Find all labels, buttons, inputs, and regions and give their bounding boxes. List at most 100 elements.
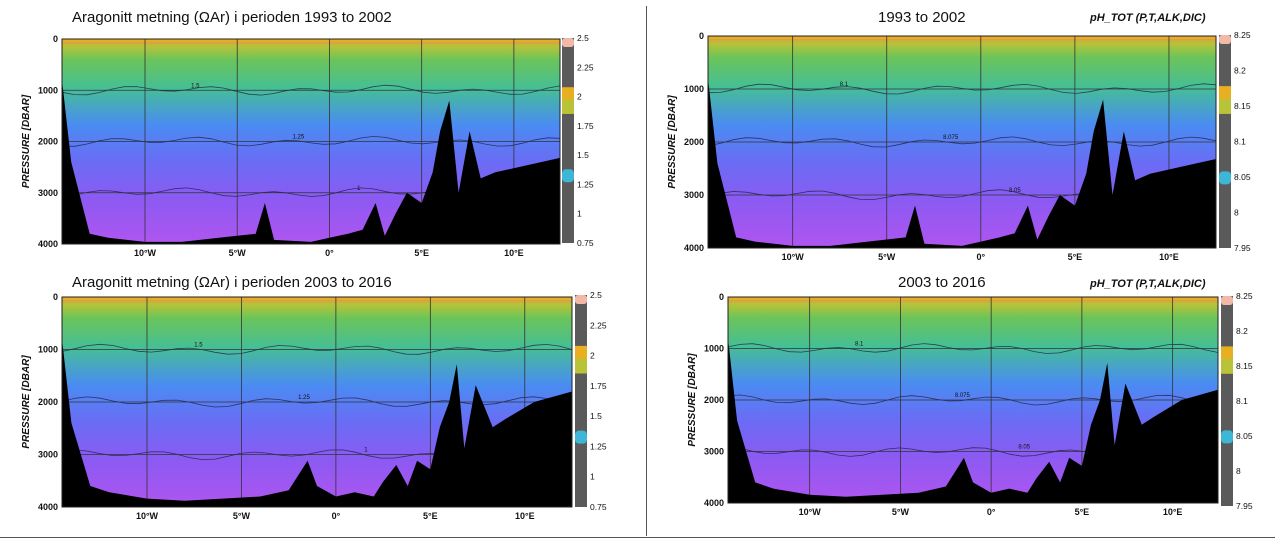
y-axis-label: PRESSURE [DBAR] [21,94,32,188]
x-tick-label: 5°W [892,507,910,517]
y-axis-label: PRESSURE [DBAR] [687,353,698,447]
x-tick-label: 10°W [136,511,159,521]
seabed-bathymetry [728,338,1218,503]
colorbar-swatch-cyan [1221,430,1233,444]
contour-label: 1 [364,448,368,454]
x-tick-label: 10°W [134,248,157,258]
colorbar-tick-label: 0.75 [590,502,607,512]
x-tick-label: 5°E [1068,252,1083,262]
colorbar-tick-label: 1.25 [577,179,594,189]
colorbar-swatch-cyan [1219,171,1231,185]
colorbar-tick-label: 8.15 [1234,101,1251,111]
y-tick-label: 3000 [684,190,704,200]
y-tick-label: 2000 [38,397,58,407]
colorbar-swatch-cyan [562,169,574,183]
colorbar-tick-label: 8.15 [1236,361,1253,371]
panel-divider-bottom [0,537,1275,538]
colorbar-tick-label: 0.75 [577,238,594,248]
y-tick-label: 0 [53,292,58,302]
seabed-bathymetry [62,80,560,244]
plot-frame [707,35,1217,249]
plot-frame [61,38,561,245]
y-tick-label: 1000 [704,344,724,354]
colorbar-tick-label: 7.95 [1236,501,1253,511]
colorbar-tick-label: 1.5 [577,150,589,160]
contour-label: 1.5 [191,83,200,89]
parameter-label-top-right: pH_TOT (P,T,ALK,DIC) [1090,12,1206,24]
contour-label: 8.05 [1009,188,1021,194]
x-tick-label: 10°W [782,252,805,262]
colorbar-tick-label: 1 [577,209,582,219]
chart-title-bottom-right: 2003 to 2016 [898,274,986,291]
surface-layer-band [728,297,1218,300]
colorbar-tick-label: 8.25 [1236,291,1253,301]
x-tick-label: 5°E [1075,507,1090,517]
colorbar-tick-label: 1.25 [590,441,607,451]
colorbar-tick-label: 1 [590,472,595,482]
x-tick-label: 10°E [504,248,524,258]
colorbar-tick-label: 8.1 [1234,137,1246,147]
colorbar-swatch-yellow [562,99,574,114]
y-tick-label: 0 [699,31,704,41]
x-tick-label: 0° [325,248,334,258]
contour-label: 1.5 [194,343,203,349]
x-tick-label: 0° [987,507,996,517]
contour-label: 8.075 [943,135,959,141]
y-axis-label: PRESSURE [DBAR] [21,355,32,449]
colorbar-tick-label: 2.25 [577,62,594,72]
contour-label: 8.1 [855,342,864,348]
y-tick-label: 0 [719,292,724,302]
x-tick-label: 5°W [233,511,251,521]
colorbar-swatch-yellow [1221,359,1233,374]
surface-layer-band [62,39,560,42]
colorbar [1221,296,1233,506]
contour-label: 1.25 [298,395,310,401]
colorbar-tick-label: 7.95 [1234,243,1251,253]
x-tick-label: 10°W [799,507,822,517]
colorbar-tick-label: 1.5 [590,411,602,421]
surface-layer-band [708,36,1216,39]
colorbar-tick-label: 1.75 [590,381,607,391]
x-tick-label: 5°E [423,511,438,521]
colorbar-tick-label: 8 [1236,466,1241,476]
colorbar-tick-label: 2 [590,351,595,361]
colorbar-tick-label: 8 [1234,208,1239,218]
y-tick-label: 0 [53,34,58,44]
colorbar-swatch-top [575,295,587,304]
y-tick-label: 1000 [684,84,704,94]
y-tick-label: 4000 [704,498,724,508]
y-tick-label: 1000 [38,85,58,95]
colorbar-swatch-cyan [575,430,587,444]
contour-label: 8.075 [955,393,971,399]
colorbar-tick-label: 2.5 [577,33,589,43]
colorbar-tick-label: 8.05 [1234,172,1251,182]
colorbar-tick-label: 8.25 [1234,30,1251,40]
colorbar-tick-label: 2 [577,92,582,102]
colorbar-tick-label: 8.05 [1236,431,1253,441]
colorbar-swatch-yellow [1219,98,1231,114]
colorbar-swatch-top [1219,35,1231,44]
contour-label: 8.1 [840,82,849,88]
colorbar-swatch-top [562,38,574,47]
x-tick-label: 10°E [515,511,535,521]
panel-divider-vertical [646,6,647,536]
colorbar-swatch-top [1221,296,1233,305]
y-tick-label: 4000 [684,243,704,253]
contour-label: 1.25 [293,135,305,141]
colorbar-tick-label: 8.2 [1236,326,1248,336]
plot-frame [61,296,573,508]
seabed-bathymetry [708,78,1216,249]
surface-layer-band [62,297,572,300]
colorbar-tick-label: 2.5 [590,290,602,300]
x-tick-label: 10°E [1163,507,1183,517]
chart-title-top-right: 1993 to 2002 [878,9,966,26]
contour-label: 8.05 [1018,445,1030,451]
chart-title-bottom-left: Aragonitt metning (ΩAr) i perioden 2003 … [72,274,392,291]
y-tick-label: 2000 [704,395,724,405]
y-tick-label: 2000 [38,137,58,147]
x-tick-label: 10°E [1159,252,1179,262]
colorbar-swatch-yellow [575,358,587,374]
